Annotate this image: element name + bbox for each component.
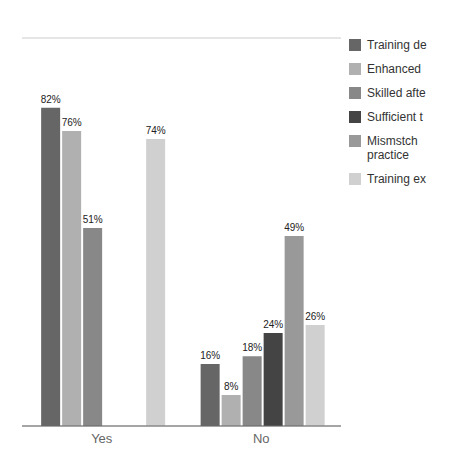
svg-text:16%: 16% <box>200 350 220 361</box>
html-text:Training ex: Training ex <box>367 172 426 186</box>
html-text:Enhanced: Enhanced <box>367 62 421 76</box>
html-text:Sufficient t: Sufficient t <box>367 110 423 124</box>
svg-text:8%: 8% <box>224 381 239 392</box>
svg-text:76%: 76% <box>62 117 82 128</box>
html-text:Mismstch practice: Mismstch practice <box>367 134 418 162</box>
html-text:Training de: Training de <box>367 38 427 52</box>
svg-text:82%: 82% <box>41 94 61 105</box>
svg-text:24%: 24% <box>263 319 283 330</box>
svg-text:49%: 49% <box>284 222 304 233</box>
svg-text:No: No <box>253 431 270 446</box>
svg-text:26%: 26% <box>305 311 325 322</box>
svg-text:74%: 74% <box>146 125 166 136</box>
html-text:Skilled afte: Skilled afte <box>367 86 426 100</box>
svg-text:Yes: Yes <box>91 431 113 446</box>
svg-text:51%: 51% <box>83 214 103 225</box>
svg-text:18%: 18% <box>242 342 262 353</box>
